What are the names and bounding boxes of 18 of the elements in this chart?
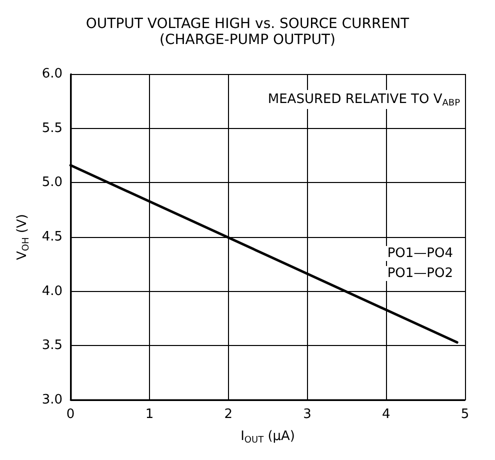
x-tick-label: 5: [460, 407, 470, 422]
y-tick-label: 5.5: [42, 120, 63, 136]
x-tick-label: 0: [66, 407, 75, 422]
y-axis-title: VOH (V): [15, 214, 32, 260]
y-tick-label: 3.5: [42, 338, 63, 354]
y-tick-label: 4.0: [42, 284, 63, 299]
x-tick-label: 4: [382, 407, 390, 422]
y-tick-label: 3.0: [42, 392, 63, 408]
y-tick-label: 5.0: [42, 175, 63, 190]
y-tick-label: 4.5: [42, 230, 63, 244]
x-tick-label: 1: [145, 407, 154, 422]
annotation: PO1—PO4: [387, 246, 453, 261]
y-tick-label: 6.0: [42, 66, 63, 82]
chart-title: OUTPUT VOLTAGE HIGH vs. SOURCE CURRENT: [86, 16, 410, 32]
chart-subtitle: (CHARGE-PUMP OUTPUT): [160, 32, 336, 48]
x-tick-label: 2: [224, 407, 232, 422]
annotation: PO1—PO2: [387, 266, 453, 281]
x-tick-label: 3: [303, 407, 312, 422]
